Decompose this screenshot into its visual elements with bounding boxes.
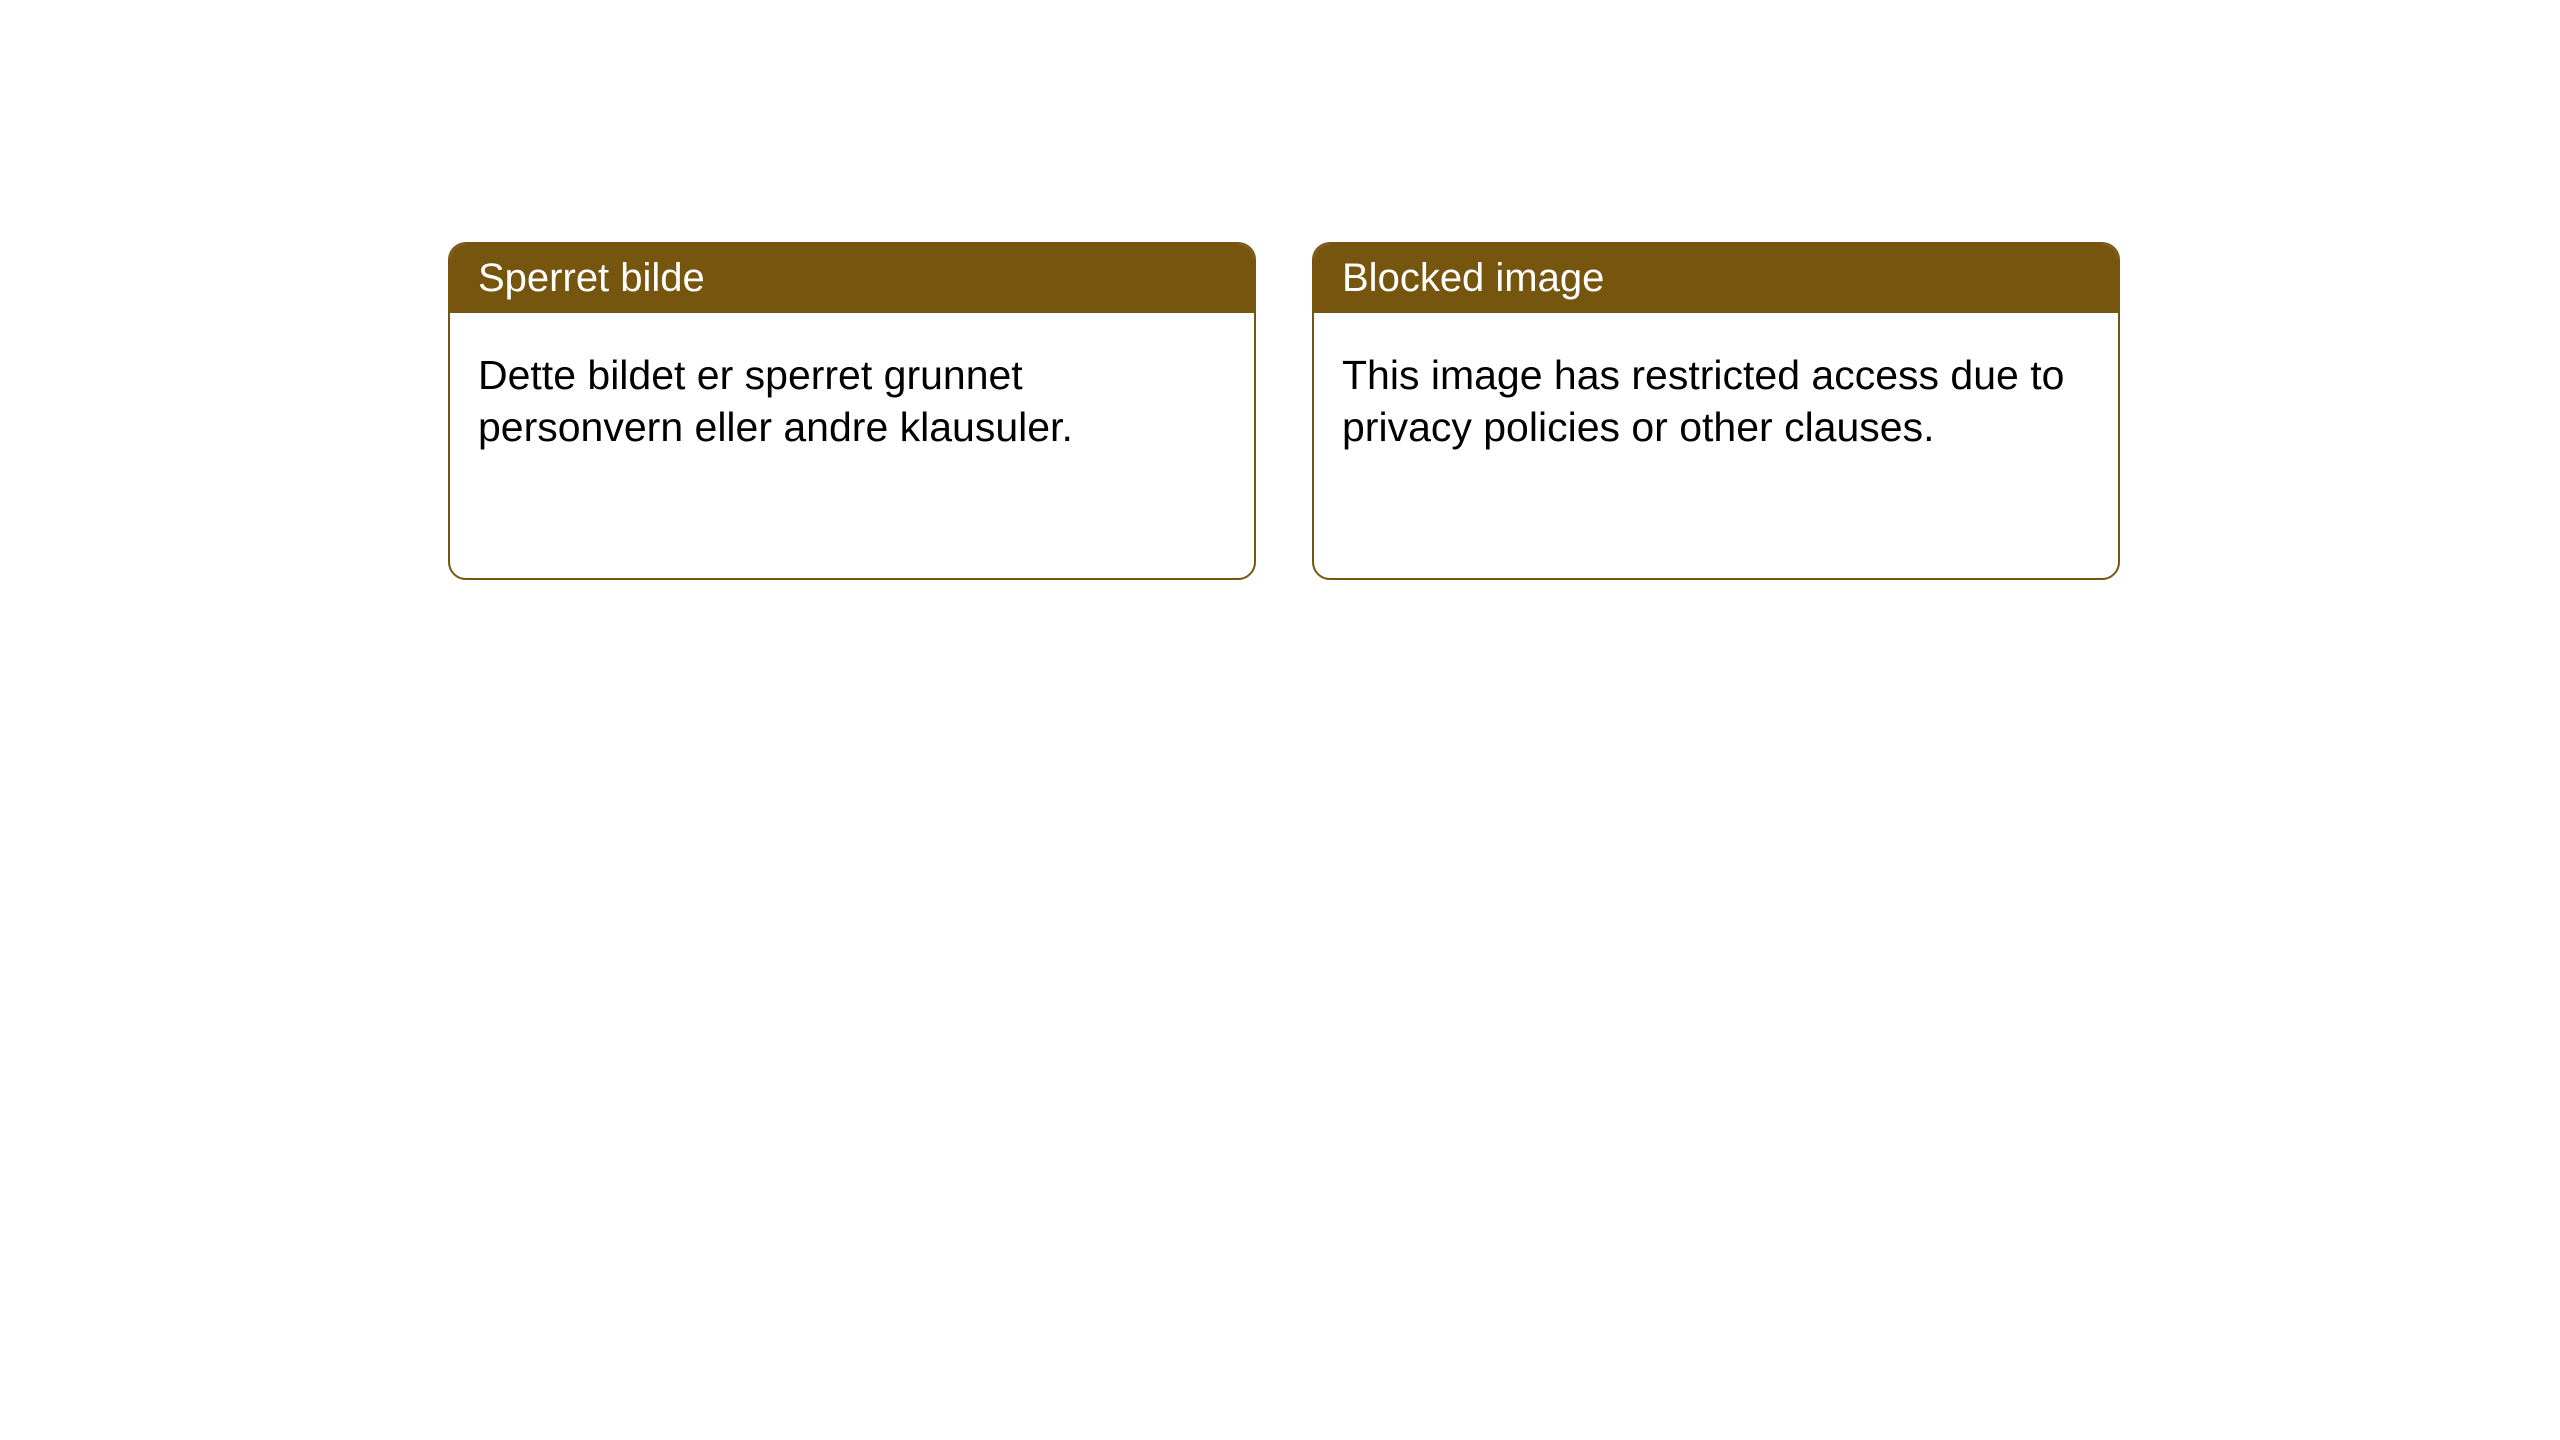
card-header: Sperret bilde xyxy=(450,244,1254,313)
card-body: Dette bildet er sperret grunnet personve… xyxy=(450,313,1254,490)
card-header: Blocked image xyxy=(1314,244,2118,313)
card-title: Blocked image xyxy=(1342,256,1604,300)
card-title: Sperret bilde xyxy=(478,256,705,300)
cards-container: Sperret bilde Dette bildet er sperret gr… xyxy=(0,0,2560,580)
blocked-image-card-en: Blocked image This image has restricted … xyxy=(1312,242,2120,580)
card-body-text: Dette bildet er sperret grunnet personve… xyxy=(478,352,1073,450)
card-body: This image has restricted access due to … xyxy=(1314,313,2118,490)
blocked-image-card-no: Sperret bilde Dette bildet er sperret gr… xyxy=(448,242,1256,580)
card-body-text: This image has restricted access due to … xyxy=(1342,352,2064,450)
